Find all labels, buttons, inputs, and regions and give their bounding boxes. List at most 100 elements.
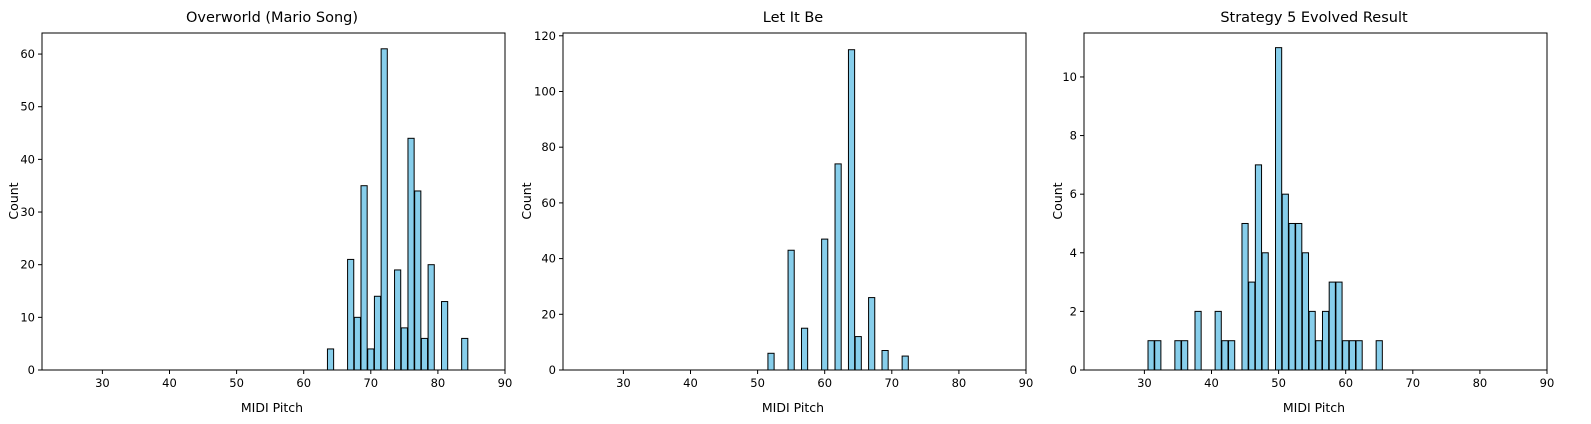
- x-tick-label: 60: [817, 376, 832, 390]
- y-tick-label: 80: [541, 140, 556, 154]
- x-axis-label: MIDI Pitch: [1283, 400, 1345, 415]
- y-tick-label: 0: [549, 363, 556, 377]
- histogram-bar: [821, 238, 829, 371]
- histogram-bar: [1275, 47, 1283, 371]
- x-tick-label: 60: [1338, 376, 1353, 390]
- y-axis-label: Count: [6, 182, 21, 219]
- histogram-bar: [1315, 340, 1323, 371]
- histogram-bar: [1254, 164, 1263, 371]
- histogram-bar: [868, 297, 876, 371]
- histogram-bar: [1174, 340, 1182, 371]
- histogram-bar: [847, 49, 856, 371]
- histogram-bar: [1281, 193, 1289, 371]
- plot-frame: [41, 32, 506, 371]
- histogram-bar: [461, 337, 469, 371]
- y-tick-label: 6: [1070, 187, 1077, 201]
- histogram-bar: [1194, 310, 1202, 371]
- histogram-bar: [1261, 252, 1269, 371]
- x-tick-label: 80: [1473, 376, 1488, 390]
- x-tick-label: 50: [1271, 376, 1286, 390]
- y-tick-label: 10: [1062, 70, 1077, 84]
- histogram-bar: [347, 258, 355, 371]
- x-tick-label: 80: [431, 376, 446, 390]
- chart-title: Overworld (Mario Song): [186, 10, 358, 26]
- x-tick-label: 90: [498, 376, 513, 390]
- histogram-bar: [326, 348, 335, 371]
- y-tick-label: 50: [20, 100, 35, 114]
- y-tick-label: 20: [541, 307, 556, 321]
- x-tick-label: 90: [1019, 376, 1034, 390]
- chart-panel-let-it-be: Let It Be MIDI Pitch Count 30 40 50 60 70 80 9…: [519, 10, 1033, 415]
- y-tick-label: 120: [534, 29, 556, 43]
- histogram-bar: [1248, 281, 1256, 371]
- chart-panel-strategy-5: Strategy 5 Evolved Result MIDI Pitch Cou…: [1050, 10, 1554, 415]
- y-tick-label: 2: [1070, 304, 1077, 318]
- histogram-bar: [367, 348, 375, 371]
- histogram-bar: [767, 352, 775, 371]
- x-tick-label: 80: [952, 376, 967, 390]
- histogram-bar: [1308, 310, 1316, 371]
- x-tick-label: 60: [296, 376, 311, 390]
- histogram-bar: [420, 337, 429, 371]
- y-tick-label: 20: [20, 258, 35, 272]
- y-tick-label: 4: [1070, 246, 1077, 260]
- histogram-bar: [1228, 340, 1236, 371]
- x-axis-label: MIDI Pitch: [241, 400, 303, 415]
- histogram-bar: [1328, 281, 1336, 371]
- y-tick-label: 40: [20, 152, 35, 166]
- chart-panel-overworld: Overworld (Mario Song) MIDI Pitch Count …: [6, 10, 512, 415]
- x-tick-label: 40: [1204, 376, 1219, 390]
- y-tick-label: 8: [1070, 129, 1077, 143]
- histogram-bar: [373, 295, 382, 371]
- histogram-bar: [427, 264, 435, 371]
- histogram-bar: [787, 249, 795, 371]
- plot-frame: [1083, 32, 1548, 371]
- x-tick-label: 30: [95, 376, 110, 390]
- histogram-bar: [1355, 340, 1363, 371]
- histogram-bar: [1181, 340, 1189, 371]
- histogram-bar: [1321, 310, 1330, 371]
- x-tick-label: 30: [616, 376, 631, 390]
- histogram-bar: [441, 301, 449, 371]
- histogram-bar: [414, 190, 422, 371]
- histogram-bar: [1295, 222, 1303, 371]
- y-tick-label: 60: [20, 47, 35, 61]
- histogram-bar: [1288, 222, 1296, 371]
- x-tick-label: 50: [229, 376, 244, 390]
- histogram-bar: [800, 327, 809, 371]
- x-tick-label: 50: [750, 376, 765, 390]
- y-axis-label: Count: [519, 182, 534, 219]
- chart-title: Strategy 5 Evolved Result: [1220, 10, 1408, 26]
- y-tick-label: 100: [534, 84, 556, 98]
- histogram-bar: [360, 185, 368, 371]
- histogram-bar: [1342, 340, 1350, 371]
- x-tick-label: 70: [1405, 376, 1420, 390]
- x-tick-label: 30: [1137, 376, 1152, 390]
- histogram-bar: [380, 48, 388, 371]
- histogram-bar: [1147, 340, 1155, 371]
- histogram-bar: [400, 327, 408, 371]
- histogram-bar: [1214, 310, 1222, 371]
- histogram-bar: [834, 163, 842, 371]
- y-tick-label: 40: [541, 252, 556, 266]
- x-tick-label: 40: [683, 376, 698, 390]
- histogram-bar: [854, 336, 862, 371]
- histogram-bar: [881, 350, 889, 371]
- histogram-bar: [353, 316, 361, 371]
- histogram-bar: [1241, 222, 1249, 371]
- plot-frame: [562, 32, 1027, 371]
- histogram-bar: [394, 269, 402, 371]
- histogram-bar: [901, 355, 909, 371]
- histogram-bar: [1221, 340, 1229, 371]
- y-tick-label: 30: [20, 205, 35, 219]
- histogram-bar: [1154, 340, 1162, 371]
- x-tick-label: 90: [1540, 376, 1555, 390]
- x-tick-label: 70: [884, 376, 899, 390]
- y-tick-label: 0: [1070, 363, 1077, 377]
- histogram-bar: [1335, 281, 1343, 371]
- y-tick-label: 0: [28, 363, 35, 377]
- histogram-bar: [1301, 252, 1310, 371]
- y-axis-label: Count: [1050, 182, 1065, 219]
- x-tick-label: 40: [162, 376, 177, 390]
